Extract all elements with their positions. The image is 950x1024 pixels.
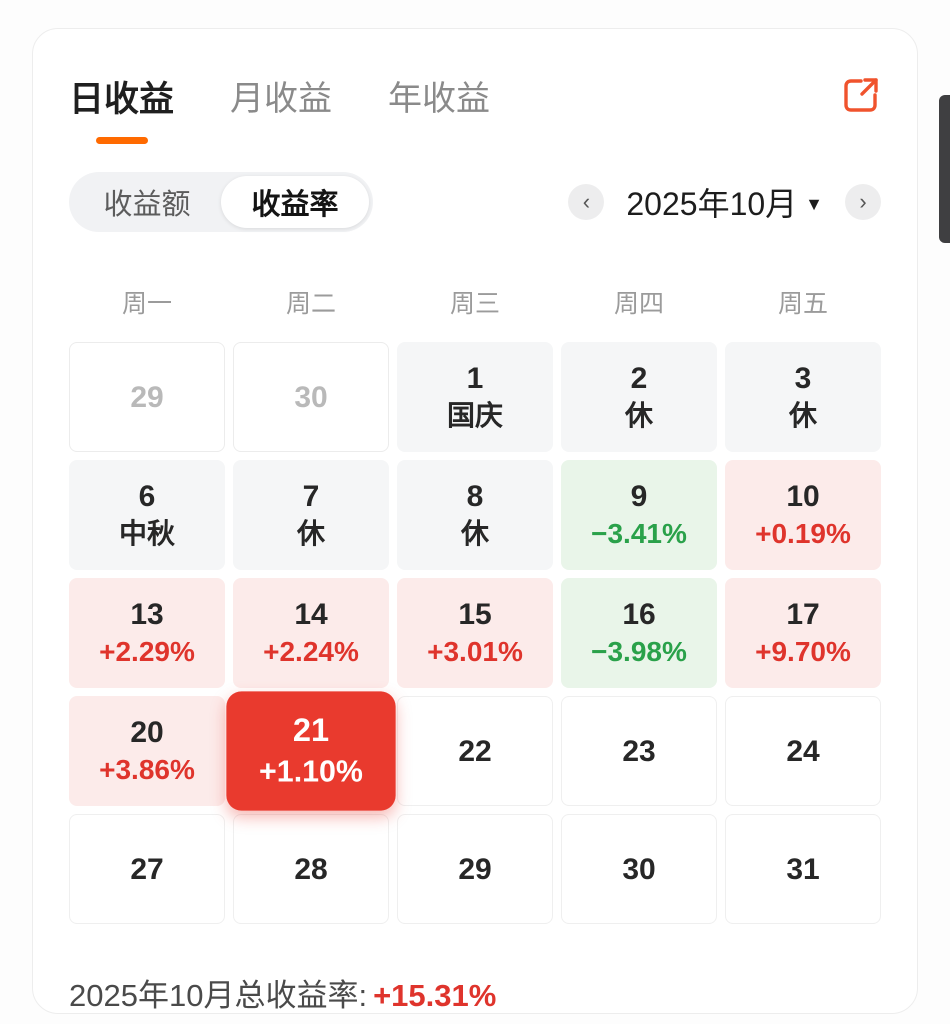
return-rate-value: +2.29%: [99, 636, 195, 668]
day-number: 13: [130, 598, 164, 632]
calendar-cell-31[interactable]: 31: [725, 814, 881, 924]
day-number: 2: [630, 362, 648, 396]
return-rate-value: −3.41%: [591, 518, 687, 550]
day-number: 23: [622, 734, 656, 768]
calendar-cell-30[interactable]: 30: [561, 814, 717, 924]
day-number: 14: [294, 598, 328, 632]
calendar-cell-21-selected[interactable]: 21 +1.10%: [226, 691, 396, 811]
calendar-cell-28[interactable]: 28: [233, 814, 389, 924]
day-number: 1: [466, 362, 484, 396]
scrollbar-thumb[interactable]: [939, 95, 950, 243]
day-number: 6: [138, 480, 156, 514]
calendar-cell-29[interactable]: 29: [397, 814, 553, 924]
day-number: 20: [130, 716, 164, 750]
tabs-row: 日收益 月收益 年收益: [69, 71, 881, 144]
holiday-label: 休: [788, 400, 817, 432]
weekday-header: 周三: [449, 290, 500, 318]
chevron-right-icon: ›: [859, 189, 867, 214]
calendar-cell-22[interactable]: 22: [397, 696, 553, 806]
calendar-grid: 29 30 1 国庆 2 休 3 休 6 中秋 7 休 8 休 9 −3.41% 10 +0.19% 13 +2.29…: [69, 342, 881, 924]
day-number: 8: [466, 480, 484, 514]
calendar-cell-9[interactable]: 9 −3.41%: [561, 460, 717, 570]
day-number: 10: [786, 480, 820, 514]
summary-label: 2025年10月总收益率:: [69, 978, 368, 1013]
next-month-button[interactable]: ›: [845, 184, 881, 220]
calendar-cell-16[interactable]: 16 −3.98%: [561, 578, 717, 688]
return-rate-value: +3.86%: [99, 754, 195, 786]
weekday-header: 周二: [285, 290, 336, 318]
holiday-label: 国庆: [446, 400, 503, 432]
calendar-cell-14[interactable]: 14 +2.24%: [233, 578, 389, 688]
day-number: 9: [630, 480, 648, 514]
monthly-total-summary: 2025年10月总收益率: +15.31%: [69, 970, 881, 1015]
toggle-return-amount[interactable]: 收益额: [103, 189, 191, 221]
active-tab-underline: [95, 137, 148, 144]
daily-returns-card: 日收益 月收益 年收益 收益额 收益率 ‹: [32, 28, 918, 1014]
day-number: 28: [294, 852, 328, 886]
tab-yearly-returns[interactable]: 年收益: [388, 71, 490, 144]
month-navigation: ‹ 2025年10月 ▼ ›: [568, 179, 881, 225]
calendar-cell-6[interactable]: 6 中秋: [69, 460, 225, 570]
holiday-label: 休: [624, 400, 653, 432]
calendar-cell-13[interactable]: 13 +2.29%: [69, 578, 225, 688]
calendar-cell-29[interactable]: 29: [69, 342, 225, 452]
holiday-label: 休: [296, 518, 325, 550]
controls-row: 收益额 收益率 ‹ 2025年10月 ▼ ›: [69, 172, 881, 232]
tab-monthly-returns-label: 月收益: [230, 80, 333, 118]
month-selector-label: 2025年10月: [626, 186, 798, 222]
return-rate-value: +0.19%: [755, 518, 851, 550]
day-number: 27: [130, 852, 164, 886]
day-number: 7: [302, 480, 320, 514]
return-type-toggle: 收益额 收益率: [69, 172, 373, 232]
weekday-header: 周一: [121, 290, 172, 318]
chevron-left-icon: ‹: [582, 189, 591, 214]
calendar-cell-15[interactable]: 15 +3.01%: [397, 578, 553, 688]
calendar-cell-17[interactable]: 17 +9.70%: [725, 578, 881, 688]
day-number: 3: [794, 362, 812, 396]
calendar-cell-30[interactable]: 30: [233, 342, 389, 452]
return-rate-value: −3.98%: [591, 636, 687, 668]
day-number: 22: [458, 734, 492, 768]
tab-daily-returns[interactable]: 日收益: [69, 71, 174, 144]
calendar-cell-20[interactable]: 20 +3.86%: [69, 696, 225, 806]
day-number: 16: [622, 598, 656, 632]
return-rate-value: +1.10%: [259, 754, 363, 788]
day-number: 31: [786, 852, 820, 886]
holiday-label: 中秋: [118, 518, 175, 550]
returns-tabs: 日收益 月收益 年收益: [69, 71, 490, 144]
prev-month-button[interactable]: ‹: [568, 184, 605, 220]
return-rate-value: +3.01%: [427, 636, 523, 668]
tab-daily-returns-label: 日收益: [69, 80, 175, 119]
calendar-cell-24[interactable]: 24: [725, 696, 881, 806]
tab-yearly-returns-label: 年收益: [388, 80, 491, 118]
tab-monthly-returns[interactable]: 月收益: [230, 71, 332, 144]
calendar-cell-27[interactable]: 27: [69, 814, 225, 924]
calendar-cell-23[interactable]: 23: [561, 696, 717, 806]
day-number: 29: [130, 380, 164, 414]
day-number: 21: [292, 713, 330, 749]
day-number: 17: [786, 598, 820, 632]
holiday-label: 休: [460, 518, 489, 550]
weekday-header: 周五: [777, 290, 828, 318]
toggle-return-rate[interactable]: 收益率: [221, 176, 369, 228]
caret-down-icon: ▼: [805, 193, 823, 214]
weekday-header: 周四: [613, 290, 664, 318]
day-number: 30: [622, 852, 656, 886]
weekday-header-row: 周一 周二 周三 周四 周五: [69, 284, 881, 320]
calendar-cell-10[interactable]: 10 +0.19%: [725, 460, 881, 570]
summary-value: +15.31%: [373, 978, 497, 1013]
calendar-cell-1[interactable]: 1 国庆: [397, 342, 553, 452]
share-icon[interactable]: [841, 75, 881, 115]
return-rate-value: +2.24%: [263, 636, 359, 668]
return-rate-value: +9.70%: [755, 636, 851, 668]
day-number: 29: [458, 852, 492, 886]
day-number: 15: [458, 598, 492, 632]
day-number: 24: [786, 734, 820, 768]
day-number: 30: [294, 380, 328, 414]
month-selector[interactable]: 2025年10月 ▼: [626, 179, 823, 225]
